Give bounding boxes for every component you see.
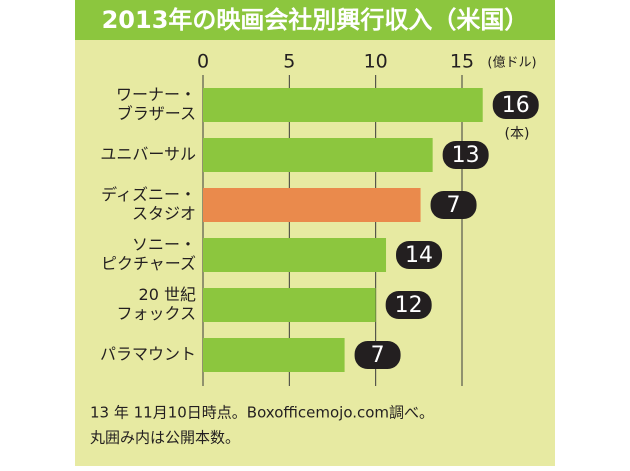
bar <box>203 188 421 222</box>
bar <box>203 138 433 172</box>
x-tick-label: 0 <box>197 51 209 73</box>
x-tick-label: 5 <box>283 51 295 73</box>
count-badge <box>385 291 432 319</box>
y-tick-label: ブラザース <box>117 104 196 123</box>
x-tick-label: 10 <box>364 51 388 73</box>
x-tick-label: 15 <box>450 51 474 73</box>
count-badge <box>492 91 539 119</box>
y-tick-label: フォックス <box>116 304 196 323</box>
count-label: 7 <box>447 193 461 218</box>
count-label: 7 <box>371 343 385 368</box>
y-tick-label: パラマウント <box>100 345 196 364</box>
count-badge <box>442 141 489 169</box>
y-tick-label: ワーナー・ <box>116 85 196 104</box>
bar <box>203 238 387 272</box>
footnote: 13 年 11月10日時点。Boxofficemojo.com調べ。 <box>90 404 434 422</box>
count-badge <box>396 241 443 269</box>
count-label: 13 <box>452 143 480 168</box>
y-tick-label: ピクチャーズ <box>101 254 196 273</box>
bar <box>203 288 376 322</box>
bar <box>203 338 345 372</box>
count-label: 14 <box>405 243 433 268</box>
count-label: 12 <box>395 293 423 318</box>
footnote: 丸囲み内は公開本数。 <box>90 429 240 447</box>
count-badge <box>354 341 401 369</box>
bar <box>203 88 483 122</box>
count-unit: (本) <box>505 126 530 142</box>
y-tick-label: ディズニー・ <box>101 185 196 204</box>
chart-background <box>75 0 555 466</box>
count-badge <box>430 191 477 219</box>
title-bar <box>75 0 555 40</box>
y-tick-label: スタジオ <box>132 204 196 223</box>
x-unit: (億ドル) <box>487 55 536 71</box>
y-tick-label: 20 世紀 <box>139 285 196 304</box>
y-tick-label: ソニー・ <box>132 235 196 254</box>
count-label: 16 <box>502 93 530 118</box>
y-tick-label: ユニバーサル <box>100 145 196 164</box>
chart-title: 2013年の映画会社別興行収入（米国） <box>102 6 529 34</box>
